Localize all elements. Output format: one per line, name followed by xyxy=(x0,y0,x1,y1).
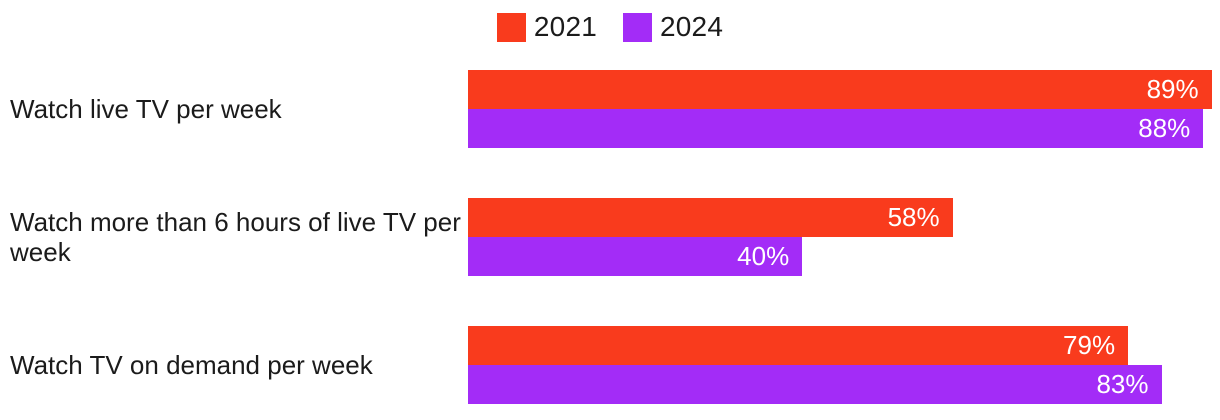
category-label: Watch TV on demand per week xyxy=(10,350,373,380)
row-bars: 58% 40% xyxy=(468,198,1220,276)
legend-label: 2021 xyxy=(533,11,597,42)
chart-row: Watch TV on demand per week 79% 83% xyxy=(0,326,1220,404)
legend-item: 2021 xyxy=(496,11,597,43)
bar-2024: 40% xyxy=(468,237,803,276)
legend-label: 2024 xyxy=(660,11,724,42)
bar-value-label: 83% xyxy=(1096,369,1149,399)
bar-2024: 83% xyxy=(468,365,1162,404)
category-label: Watch more than 6 hours of live TV per w… xyxy=(10,207,461,267)
bar-value-label: 89% xyxy=(1146,74,1199,104)
bar-value-label: 88% xyxy=(1138,113,1191,143)
bar-value-label: 40% xyxy=(737,241,790,271)
legend-swatch xyxy=(496,12,526,42)
chart-rows: Watch live TV per week 89% 88% Watch more… xyxy=(0,70,1220,404)
chart-row: Watch more than 6 hours of live TV per w… xyxy=(0,198,1220,276)
legend-item: 2024 xyxy=(623,11,723,43)
category-label: Watch live TV per week xyxy=(10,94,282,124)
bar-2021: 79% xyxy=(468,326,1129,365)
bar-2024: 88% xyxy=(468,109,1204,148)
bar-2021: 58% xyxy=(468,198,953,237)
legend-swatch xyxy=(623,12,652,42)
row-bars: 89% 88% xyxy=(468,70,1220,148)
bar-value-label: 79% xyxy=(1063,330,1116,360)
bar-2021: 89% xyxy=(468,70,1212,109)
chart-legend: 2021 2024 xyxy=(0,11,1220,43)
row-bars: 79% 83% xyxy=(468,326,1220,404)
chart-row: Watch live TV per week 89% 88% xyxy=(0,70,1220,148)
bar-value-label: 58% xyxy=(887,202,940,232)
